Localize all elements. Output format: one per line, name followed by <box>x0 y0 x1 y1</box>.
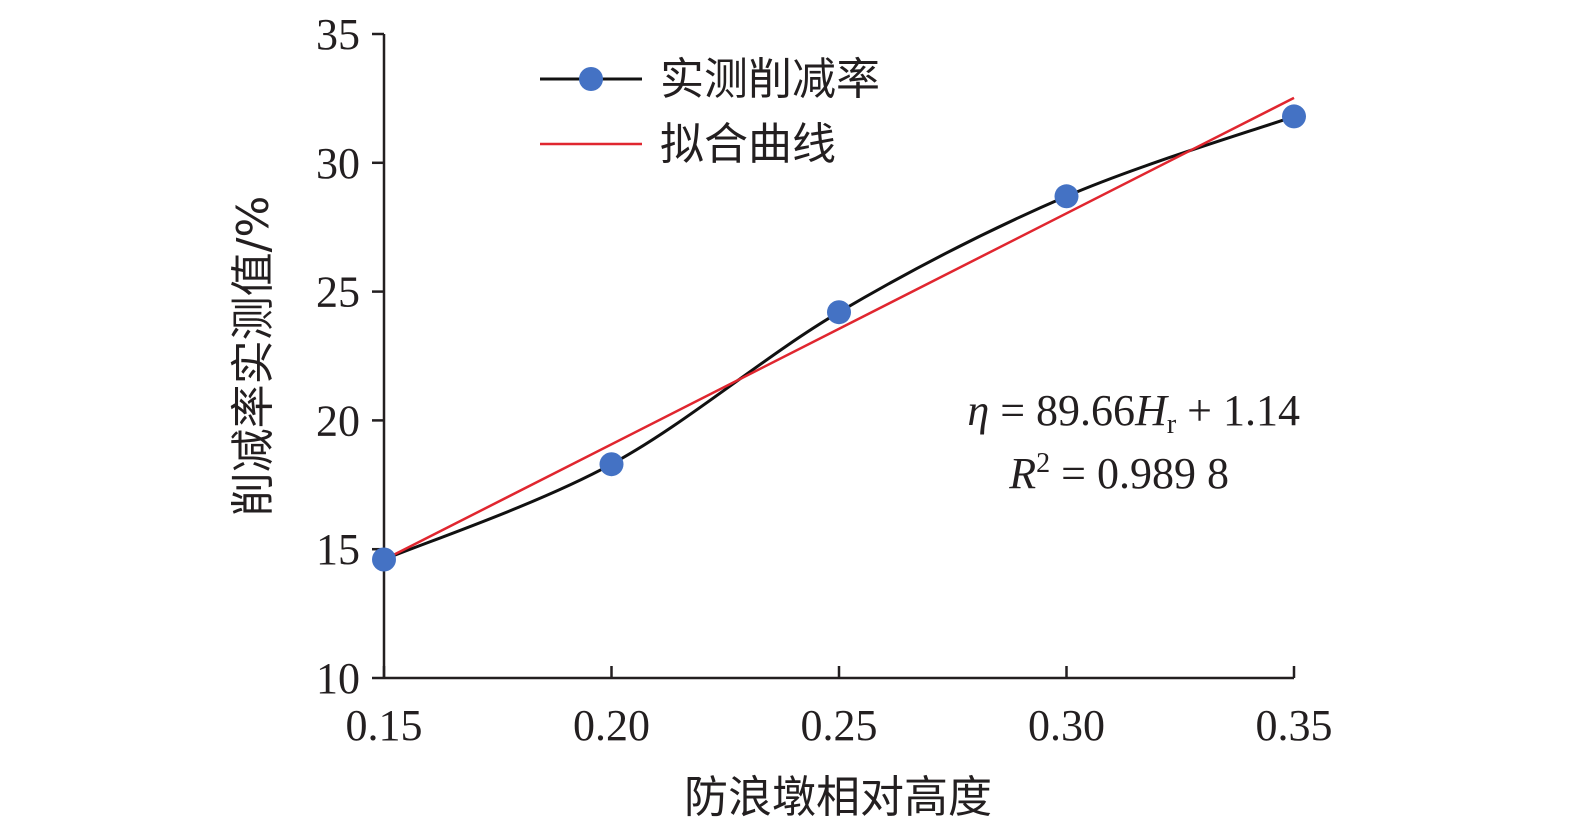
y-tick-label: 35 <box>316 10 360 59</box>
data-point-marker <box>599 452 624 477</box>
fit-equation-var: H <box>1134 386 1169 435</box>
r-squared-superscript: 2 <box>1036 448 1050 479</box>
r-squared-value: = 0.989 8 <box>1050 449 1229 498</box>
fit-equation-eta: η <box>967 386 989 435</box>
fit-equation: η = 89.66Hr + 1.14 <box>967 386 1300 440</box>
legend-swatch-measured-marker <box>579 67 603 91</box>
x-tick-label: 0.25 <box>801 701 878 750</box>
legend-label-measured: 实测削减率 <box>660 54 880 105</box>
y-tick-label: 25 <box>316 268 360 317</box>
legend-label-fit: 拟合曲线 <box>660 119 836 170</box>
data-point-marker <box>1054 184 1079 209</box>
series-measured-markers <box>372 104 1306 572</box>
y-tick-label: 20 <box>316 396 360 445</box>
y-tick-label: 15 <box>316 525 360 574</box>
x-tick-label: 0.20 <box>573 701 650 750</box>
fit-equation-subscript: r <box>1167 409 1177 440</box>
y-tick-label: 10 <box>316 654 360 703</box>
x-tick-label: 0.15 <box>346 701 423 750</box>
x-axis-title: 防浪墩相对高度 <box>684 772 992 823</box>
r-squared-var: R <box>1008 449 1036 498</box>
x-axis-ticks: 0.15 0.20 0.25 0.30 0.35 <box>346 666 1333 750</box>
data-point-marker <box>827 300 851 325</box>
r-squared: R2 = 0.989 8 <box>1008 448 1229 498</box>
y-axis-title: 削减率实测值/% <box>228 196 279 517</box>
fit-equation-coef: = 89.66 <box>989 386 1135 435</box>
y-axis-ticks: 10 15 20 25 30 35 <box>316 10 384 703</box>
series-fit-line <box>383 96 1295 561</box>
fit-equation-intercept: + 1.14 <box>1176 386 1300 435</box>
x-tick-label: 0.35 <box>1256 701 1333 750</box>
y-tick-label: 30 <box>316 139 360 188</box>
legend: 实测削减率 拟合曲线 <box>540 54 880 170</box>
x-tick-label: 0.30 <box>1028 701 1105 750</box>
data-point-marker <box>372 547 396 572</box>
data-point-marker <box>1282 104 1306 129</box>
